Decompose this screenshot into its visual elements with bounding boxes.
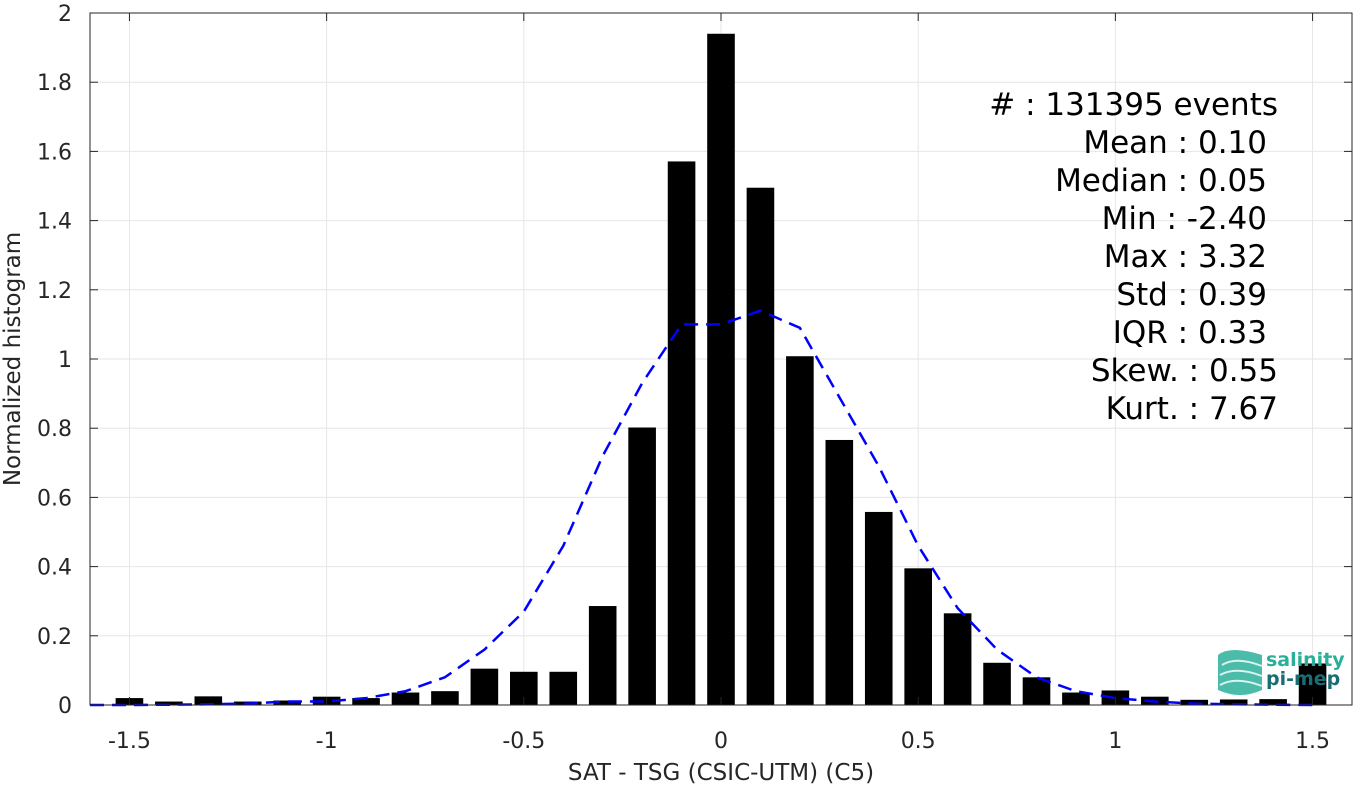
histogram-bar [352, 698, 380, 705]
y-tick-label: 0 [58, 694, 72, 719]
x-tick-labels: -1.5 -1 -0.5 0 0.5 1 1.5 [108, 729, 1330, 754]
y-tick-label: 0.6 [37, 486, 72, 511]
x-tick-label: 1 [1108, 729, 1122, 754]
histogram-bar [391, 692, 420, 705]
histogram-bar [904, 568, 932, 705]
histogram-bar [746, 187, 775, 706]
histogram-bar [1259, 699, 1287, 705]
histogram-bar [588, 606, 617, 705]
histogram-bar [825, 439, 854, 705]
salinity-pi-mep-logo: salinity pi-mep [1218, 649, 1345, 695]
stat-line: Kurt. : 7.67 [1106, 391, 1278, 427]
histogram-bar [470, 668, 499, 705]
histogram-bar [273, 700, 301, 705]
x-tick-label: -1 [316, 729, 338, 754]
x-axis-title: SAT - TSG (CSIC-UTM) (C5) [568, 760, 874, 785]
histogram-bar [155, 701, 183, 705]
y-tick-label: 1.8 [37, 71, 72, 96]
stat-line: Max : 3.32 [1104, 239, 1267, 275]
stat-line: Min : -2.40 [1102, 201, 1267, 237]
y-tick-label: 1.4 [37, 210, 72, 235]
y-tick-label: 1.6 [37, 140, 72, 165]
y-tick-label: 1.2 [37, 279, 72, 304]
logo-text-pimep: pi-mep [1266, 668, 1340, 690]
stat-line: Median : 0.05 [1055, 163, 1267, 199]
logo-text-salinity: salinity [1266, 649, 1345, 671]
histogram-bar [1219, 699, 1248, 705]
histogram-bar [628, 427, 656, 705]
stat-line: IQR : 0.33 [1113, 315, 1267, 351]
x-tick-label: -0.5 [502, 729, 545, 754]
histogram-bar [194, 696, 223, 705]
histogram-bar [983, 662, 1011, 705]
histogram-bar [431, 691, 459, 705]
histogram-bar [1022, 677, 1051, 705]
y-tick-label: 0.4 [37, 556, 72, 581]
histogram-bar [1062, 692, 1090, 705]
y-tick-label: 2 [58, 2, 72, 27]
y-tick-label: 1 [58, 348, 72, 373]
normal-fit-curve [90, 309, 1313, 707]
y-tick-labels: 0 0.2 0.4 0.6 0.8 1 1.2 1.4 1.6 1.8 2 [37, 2, 72, 719]
histogram-bar [707, 33, 735, 705]
x-tick-label: 0.5 [901, 729, 936, 754]
histogram-bar [864, 511, 893, 705]
y-tick-label: 0.8 [37, 417, 72, 442]
stat-line: # : 131395 events [989, 87, 1278, 123]
y-axis-title: Normalized histogram [0, 232, 26, 486]
y-tick-label: 0.2 [37, 625, 72, 650]
histogram-bar [786, 356, 814, 705]
x-tick-label: 0 [714, 729, 728, 754]
stat-line: Std : 0.39 [1116, 277, 1267, 313]
stat-line: Mean : 0.10 [1083, 125, 1267, 161]
stat-line: Skew. : 0.55 [1091, 353, 1278, 389]
histogram-bar [943, 613, 972, 705]
histogram-bar [549, 671, 578, 705]
axis-ticks [90, 12, 1352, 706]
x-tick-label: 1.5 [1295, 729, 1330, 754]
histogram-bar [667, 161, 696, 705]
x-tick-label: -1.5 [108, 729, 151, 754]
